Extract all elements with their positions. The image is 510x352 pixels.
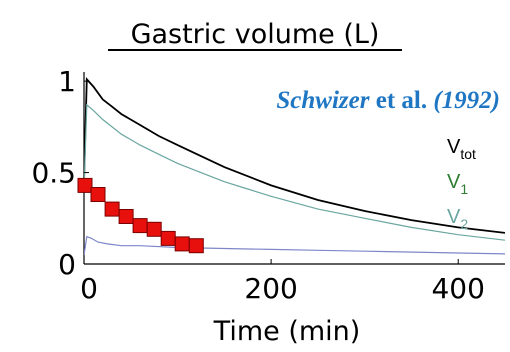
x-axis-label: Time (min) — [213, 316, 361, 347]
data-marker — [118, 209, 134, 224]
legend-entry-tot: Vtot — [447, 136, 476, 162]
data-marker — [160, 230, 176, 246]
annotation-part: Schwizer — [276, 87, 369, 114]
y-tick-label: 1 — [58, 65, 76, 98]
data-marker — [104, 201, 120, 217]
annotation-source: Schwizer et al. (1992) — [276, 87, 500, 114]
y-tick-label: 0 — [58, 248, 76, 281]
annotation-part: (1992) — [433, 87, 500, 114]
legend-entry-sub: 2 — [460, 216, 468, 232]
series-line-tot — [84, 77, 505, 234]
chart-title: Gastric volume (L) — [131, 19, 380, 50]
x-tick-label: 0 — [80, 272, 98, 305]
legend-entry-base: V — [447, 206, 461, 228]
annotation-part: et al. — [369, 87, 433, 114]
legend-entry-base: V — [447, 171, 461, 193]
legend-entry-sub: tot — [460, 146, 476, 162]
series-group — [84, 77, 505, 255]
data-marker — [146, 221, 162, 237]
data-marker — [90, 187, 106, 202]
plot-area: 0 0.5 1 0 200 400 — [31, 65, 505, 305]
data-marker — [174, 236, 190, 252]
data-marker — [132, 218, 148, 234]
legend-entry-sub: 1 — [460, 181, 468, 197]
y-tick-label: 0.5 — [31, 157, 76, 190]
x-tick-label: 200 — [244, 272, 297, 305]
x-tick-label: 400 — [431, 272, 484, 305]
series-line-2 — [84, 235, 505, 255]
legend-entry-2: V2 — [447, 206, 468, 232]
data-marker — [188, 238, 204, 254]
legend-entry-base: V — [447, 136, 461, 158]
series-line-1 — [84, 103, 505, 241]
legend-entry-1: V1 — [447, 171, 468, 197]
data-marker — [77, 177, 93, 193]
